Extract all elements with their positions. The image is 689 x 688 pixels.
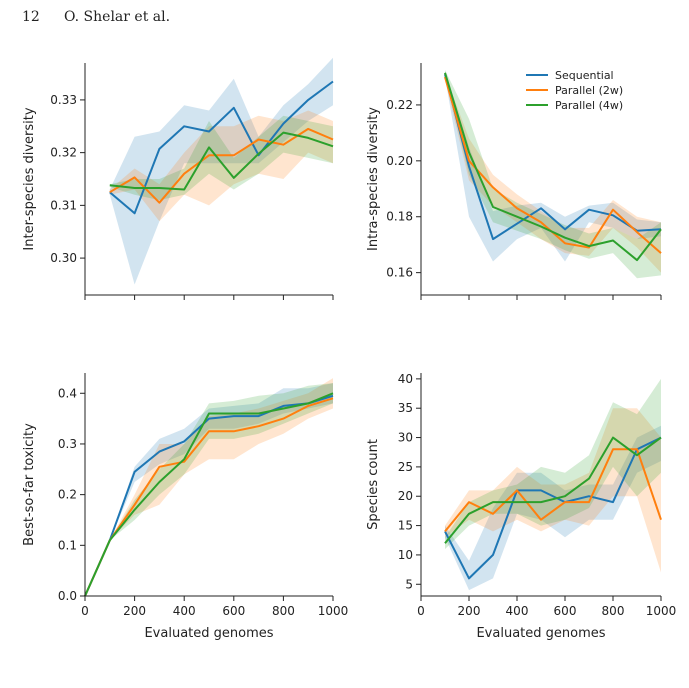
series-line-sequential (109, 80, 334, 215)
legend-label: Sequential (555, 69, 614, 82)
x-tick-label: 1000 (646, 604, 677, 618)
series-line-parallel-4w- (84, 392, 334, 597)
y-tick-label: 20 (398, 489, 413, 503)
y-tick-label: 0.20 (386, 154, 413, 168)
series-line-parallel-4w- (109, 131, 334, 191)
x-axis-label: Evaluated genomes (144, 626, 273, 641)
y-axis-label: Species count (366, 439, 381, 530)
x-tick-label: 600 (222, 604, 245, 618)
series-line-parallel-2w- (109, 127, 334, 204)
y-axis-label: Intra-species diversity (366, 107, 381, 251)
series-line-sequential (444, 436, 662, 580)
y-tick-label: 0.0 (58, 589, 77, 603)
series-line-sequential (444, 73, 662, 241)
y-tick-label: 0.22 (386, 98, 413, 112)
y-tick-label: 0.16 (386, 266, 413, 280)
x-tick-label: 200 (458, 604, 481, 618)
series-line-parallel-4w- (444, 436, 662, 544)
y-tick-label: 0.1 (58, 538, 77, 552)
y-tick-label: 0.30 (50, 251, 77, 265)
y-tick-label: 15 (398, 519, 413, 533)
y-tick-label: 25 (398, 460, 413, 474)
series-line-parallel-4w- (444, 72, 662, 262)
chart-panel-3: 0.0 0.1 0.2 0.3 0.4 0 200 400 600 800 1000 Best-so-… (22, 373, 348, 641)
y-tick-label: 10 (398, 548, 413, 562)
y-tick-label: 5 (405, 577, 413, 591)
x-tick-label: 400 (506, 604, 529, 618)
confidence-band-parallel-4w- (445, 378, 661, 550)
legend-label: Parallel (2w) (555, 84, 623, 97)
y-tick-label: 0.3 (58, 437, 77, 451)
chart-panel-2: 0.16 0.18 0.20 0.22 Intra-species diversity S… (366, 63, 662, 300)
y-tick-label: 0.32 (50, 146, 77, 160)
y-tick-label: 30 (398, 431, 413, 445)
confidence-band-sequential (445, 425, 661, 591)
y-tick-label: 35 (398, 401, 413, 415)
confidence-band-parallel-4w- (445, 70, 661, 279)
y-tick-label: 0.31 (50, 198, 77, 212)
legend-label: Parallel (4w) (555, 99, 623, 112)
x-tick-label: 800 (272, 604, 295, 618)
y-tick-label: 0.4 (58, 386, 77, 400)
x-tick-label: 1000 (318, 604, 349, 618)
page-header: 12 O. Shelar et al. (0, 0, 689, 30)
y-tick-label: 0.33 (50, 93, 77, 107)
page-number: 12 (22, 9, 40, 25)
confidence-band-sequential (109, 57, 333, 285)
y-tick-label: 0.2 (58, 488, 77, 502)
y-axis-label: Best-so-far toxicity (22, 423, 37, 546)
running-head: O. Shelar et al. (64, 9, 171, 25)
x-tick-label: 800 (602, 604, 625, 618)
y-tick-label: 40 (398, 372, 413, 386)
x-axis-label: Evaluated genomes (476, 626, 605, 641)
confidence-band-parallel-2w- (445, 74, 661, 273)
legend: Sequential Parallel (2w) Parallel (4w) (526, 69, 623, 112)
y-tick-label: 0.18 (386, 210, 413, 224)
series-line-sequential (84, 394, 334, 597)
x-tick-label: 200 (123, 604, 146, 618)
x-tick-label: 0 (81, 604, 89, 618)
confidence-band-parallel-2w- (85, 378, 333, 596)
x-tick-label: 0 (417, 604, 425, 618)
x-tick-label: 400 (173, 604, 196, 618)
y-axis-label: Inter-species diversity (22, 107, 37, 250)
x-tick-label: 600 (554, 604, 577, 618)
series-line-parallel-2w- (84, 397, 334, 597)
chart-panel-1: 0.30 0.31 0.32 0.33 Inter-species diversity (22, 57, 334, 300)
